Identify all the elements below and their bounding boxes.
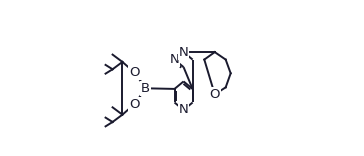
Text: N: N: [179, 46, 189, 59]
Text: N: N: [179, 103, 189, 117]
Text: O: O: [129, 66, 140, 79]
Text: O: O: [210, 88, 220, 101]
Text: O: O: [129, 98, 140, 111]
Text: B: B: [141, 82, 150, 95]
Text: N: N: [170, 53, 179, 66]
